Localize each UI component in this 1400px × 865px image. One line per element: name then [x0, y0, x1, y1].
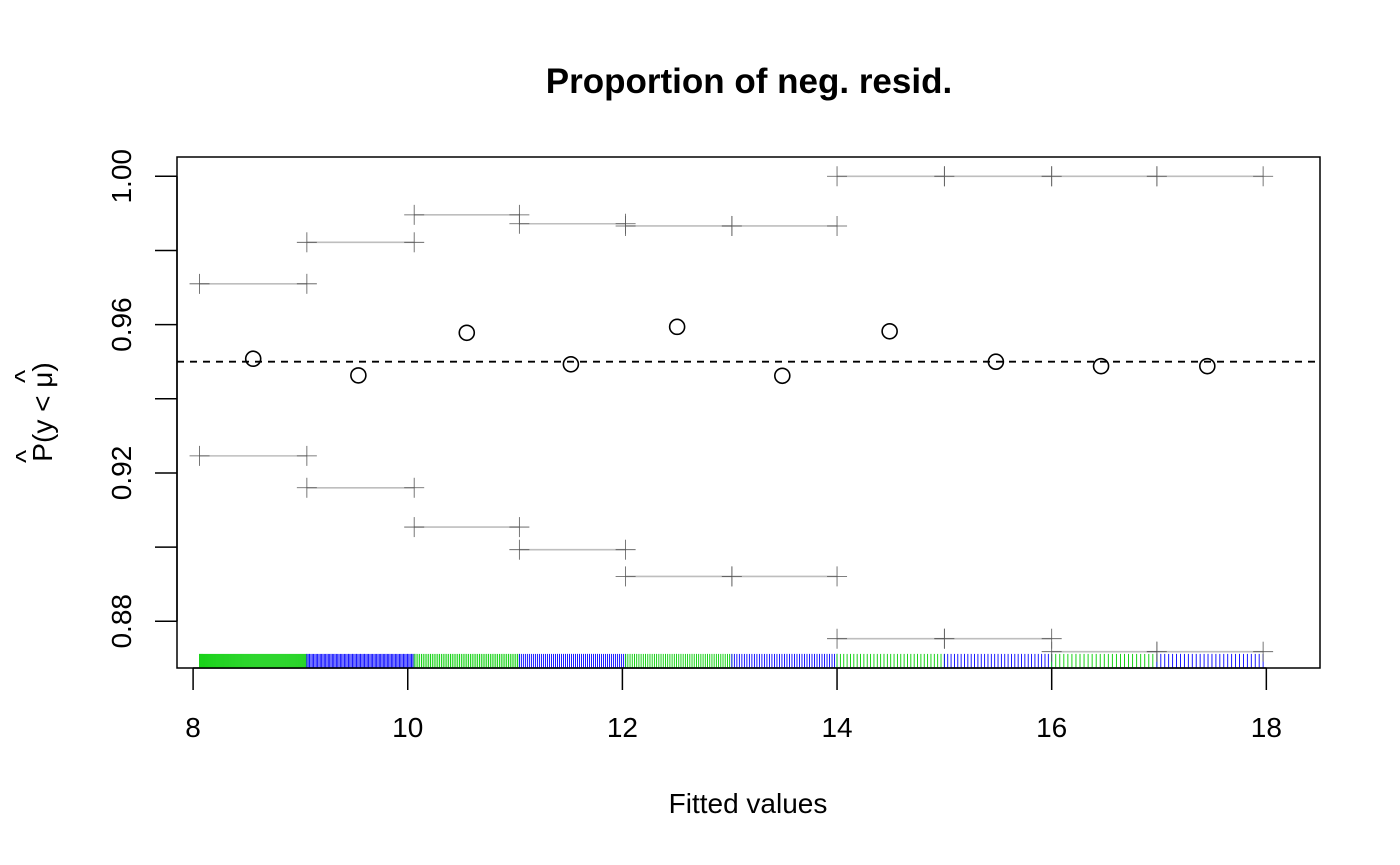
data-point-8: [987, 353, 1005, 370]
y-tick-label: 1.00: [106, 149, 137, 204]
y-axis-label-text: P(y < μ): [27, 362, 58, 461]
rug-segment-10: [1156, 653, 1264, 668]
x-tick-label: 18: [1251, 712, 1282, 743]
interval-upper-2: [296, 232, 425, 253]
y-tick-label: 0.96: [106, 297, 137, 352]
interval-lower-3: [404, 517, 530, 538]
chart-title: Proportion of neg. resid.: [546, 62, 952, 101]
rug-segment-8: [943, 653, 1053, 668]
data-point-7: [881, 322, 898, 340]
y-label-p: P: [27, 443, 58, 462]
rug-layer: [199, 653, 1264, 668]
data-point-9: [1092, 357, 1110, 375]
data-point-6: [774, 367, 791, 385]
x-tick-label: 8: [185, 712, 201, 743]
rug-segment-6: [731, 653, 838, 668]
point-layer: [244, 318, 1216, 385]
rug-segment-9: [1051, 653, 1158, 668]
y-label-hat-mu: ^: [9, 370, 40, 383]
x-tick-label: 12: [607, 712, 638, 743]
y-label-close: ): [27, 362, 58, 371]
x-tick-label: 10: [392, 712, 423, 743]
rug-segment-7: [836, 653, 945, 668]
x-tick-label: 14: [821, 712, 852, 743]
interval-upper-10: [1146, 166, 1274, 187]
data-point-4: [562, 355, 580, 373]
interval-lower-1: [189, 445, 317, 466]
x-tick-label: 16: [1036, 712, 1067, 743]
data-point-10: [1199, 357, 1216, 375]
y-tick-label: 0.88: [106, 594, 137, 649]
y-axis: 0.88 0.92 0.96 1.00: [106, 149, 178, 649]
interval-layer: [189, 166, 1274, 662]
interval-upper-6: [721, 215, 848, 236]
plot-frame: [176, 156, 1321, 669]
data-point-5: [668, 318, 686, 336]
interval-lower-4: [509, 539, 636, 560]
y-label-mu: μ: [27, 372, 58, 388]
rug-segment-5: [625, 653, 733, 668]
y-axis-label: P(y < μ) ^ ^: [9, 362, 58, 463]
data-point-3: [458, 324, 476, 342]
interval-lower-6: [721, 566, 848, 587]
interval-lower-2: [296, 477, 425, 498]
rug-segment-2: [306, 653, 415, 668]
rug-segment-4: [518, 653, 627, 668]
interval-lower-10: [1146, 641, 1274, 662]
data-point-1: [244, 350, 262, 368]
interval-upper-3: [404, 204, 530, 225]
interval-upper-4: [509, 213, 636, 234]
interval-upper-1: [189, 273, 317, 294]
y-tick-label: 0.92: [106, 446, 137, 501]
interval-lower-8: [934, 628, 1062, 649]
data-point-2: [350, 367, 367, 384]
x-axis-label: Fitted values: [669, 788, 828, 819]
rug-segment-1: [199, 653, 308, 668]
y-label-hat-p: ^: [10, 450, 41, 463]
rug-segment-3: [413, 653, 520, 668]
x-axis: 8 10 12 14 16 18: [185, 667, 1282, 743]
y-label-paren: (y <: [27, 388, 58, 443]
